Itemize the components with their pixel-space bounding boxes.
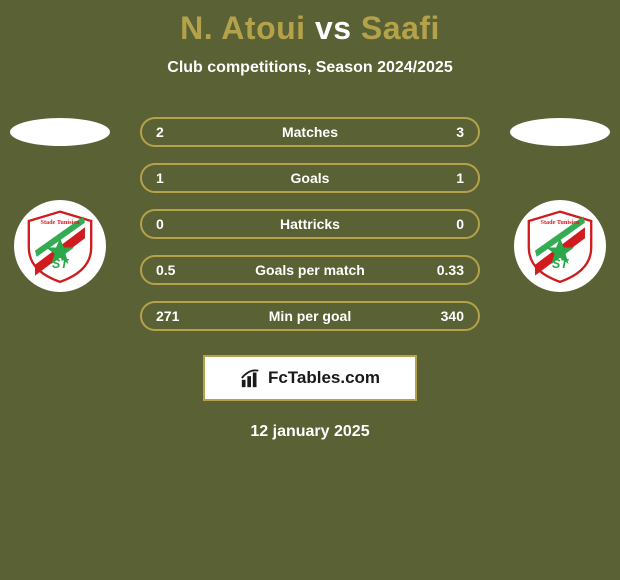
stat-row: 2 Matches 3 <box>140 117 480 147</box>
comparison-card: N. Atoui vs Saafi Club competitions, Sea… <box>0 0 620 580</box>
stat-left-value: 2 <box>156 124 198 140</box>
svg-text:Stade Tunisien: Stade Tunisien <box>41 219 81 226</box>
stat-row: 0.5 Goals per match 0.33 <box>140 255 480 285</box>
player1-club-badge: Stade Tunisien ST <box>14 200 106 292</box>
stat-label: Hattricks <box>198 216 422 232</box>
stat-label: Goals <box>198 170 422 186</box>
club-shield-icon: Stade Tunisien ST <box>21 207 99 285</box>
player1-head-placeholder <box>10 118 110 146</box>
stat-label: Min per goal <box>198 308 422 324</box>
player2-avatar-stack: Stade Tunisien ST <box>510 118 610 292</box>
stat-right-value: 0 <box>422 216 464 232</box>
title-player1: N. Atoui <box>180 10 305 46</box>
stat-left-value: 271 <box>156 308 198 324</box>
bar-chart-icon <box>240 367 262 389</box>
date-text: 12 january 2025 <box>250 423 369 441</box>
svg-text:ST: ST <box>52 257 69 271</box>
stat-right-value: 0.33 <box>422 262 464 278</box>
stat-label: Goals per match <box>198 262 422 278</box>
player2-club-badge: Stade Tunisien ST <box>514 200 606 292</box>
stat-right-value: 340 <box>422 308 464 324</box>
stat-right-value: 3 <box>422 124 464 140</box>
title-player2: Saafi <box>361 10 440 46</box>
stat-rows: 2 Matches 3 1 Goals 1 0 Hattricks 0 0.5 … <box>140 117 480 331</box>
page-title: N. Atoui vs Saafi <box>180 10 440 47</box>
stat-left-value: 0 <box>156 216 198 232</box>
stat-row: 1 Goals 1 <box>140 163 480 193</box>
stat-row: 0 Hattricks 0 <box>140 209 480 239</box>
player2-head-placeholder <box>510 118 610 146</box>
stat-row: 271 Min per goal 340 <box>140 301 480 331</box>
subtitle: Club competitions, Season 2024/2025 <box>167 59 452 77</box>
stat-label: Matches <box>198 124 422 140</box>
svg-text:ST: ST <box>552 257 569 271</box>
player1-avatar-stack: Stade Tunisien ST <box>10 118 110 292</box>
club-shield-icon: Stade Tunisien ST <box>521 207 599 285</box>
fctables-branding: FcTables.com <box>203 355 417 401</box>
fctables-label: FcTables.com <box>268 368 380 388</box>
svg-text:Stade Tunisien: Stade Tunisien <box>541 219 581 226</box>
title-vs: vs <box>315 10 352 46</box>
stat-left-value: 0.5 <box>156 262 198 278</box>
stat-left-value: 1 <box>156 170 198 186</box>
stat-right-value: 1 <box>422 170 464 186</box>
